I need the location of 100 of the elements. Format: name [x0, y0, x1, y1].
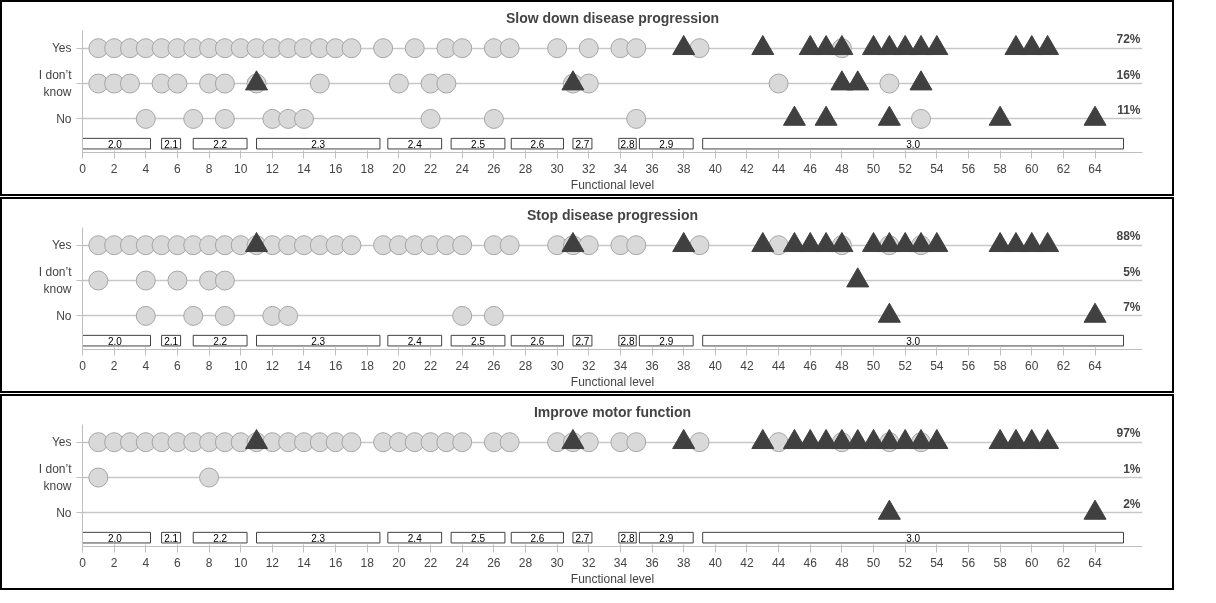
point [151, 38, 172, 59]
band-label: 2.4 [407, 138, 423, 150]
x-tick-label: 50 [866, 358, 881, 373]
band-label: 2.6 [530, 138, 545, 150]
x-tick-label: 34 [613, 161, 628, 176]
band-label: 2.8 [620, 138, 635, 150]
x-tick-label: 58 [993, 555, 1008, 570]
x-tick-label: 38 [677, 555, 691, 570]
point [578, 235, 599, 256]
point [483, 108, 504, 129]
x-tick-label: 58 [993, 161, 1008, 176]
y-tick-label: Yes [51, 238, 72, 253]
x-tick-label: 48 [835, 358, 849, 373]
x-tick-label: 14 [297, 358, 311, 373]
chart-title: Improve motor function [533, 403, 692, 420]
x-tick-label: 24 [455, 555, 470, 570]
point [167, 73, 188, 94]
point [309, 432, 330, 453]
point [119, 73, 140, 94]
x-tick-label: 2 [110, 555, 118, 570]
x-tick-label: 12 [265, 358, 280, 373]
band-label: 2.0 [107, 532, 123, 544]
y-tick-label: No [56, 111, 72, 126]
point [436, 73, 457, 94]
x-tick-label: 30 [550, 358, 565, 373]
x-tick-label: 0 [79, 555, 87, 570]
point [214, 38, 235, 59]
x-tick-label: 36 [645, 358, 660, 373]
band-label: 2.8 [620, 532, 635, 544]
point [452, 305, 473, 326]
band-label: 2.3 [311, 532, 326, 544]
x-tick-label: 28 [518, 161, 533, 176]
band-label: 2.2 [213, 138, 228, 150]
annotation: 11% [1117, 102, 1141, 117]
x-tick-label: 2 [110, 161, 118, 176]
x-tick-label: 48 [835, 555, 849, 570]
x-tick-label: 42 [740, 358, 754, 373]
point [341, 235, 362, 256]
x-tick-label: 20 [392, 161, 406, 176]
x-tick-label: 50 [866, 161, 881, 176]
x-tick-label: 54 [930, 555, 944, 570]
point [183, 305, 204, 326]
band-label: 2.7 [575, 532, 590, 544]
band-label: 2.2 [213, 335, 228, 347]
point [452, 38, 473, 59]
point [135, 108, 156, 129]
x-tick-label: 56 [961, 555, 976, 570]
x-tick-label: 52 [898, 555, 913, 570]
band-label: 2.9 [659, 532, 674, 544]
y-tick-label: Yes [51, 41, 72, 56]
x-tick-label: 42 [740, 161, 754, 176]
x-tick-label: 58 [993, 358, 1008, 373]
point [499, 38, 520, 59]
chart-title: Stop disease progression [526, 206, 699, 223]
y-tick-label: No [56, 505, 72, 520]
x-tick-label: 16 [328, 161, 343, 176]
point [293, 108, 314, 129]
x-tick-label: 42 [740, 555, 754, 570]
point [626, 432, 647, 453]
point [135, 432, 156, 453]
x-tick-label: 24 [455, 358, 470, 373]
x-tick-label: 4 [142, 358, 150, 373]
point [135, 235, 156, 256]
point [689, 235, 710, 256]
point [768, 73, 789, 94]
annotation: 16% [1116, 67, 1141, 82]
point [499, 432, 520, 453]
point [420, 108, 441, 129]
x-tick-label: 30 [550, 555, 565, 570]
annotation: 88% [1116, 229, 1141, 244]
point [499, 235, 520, 256]
x-tick-label: 16 [328, 358, 343, 373]
band-label: 3.0 [906, 138, 921, 150]
x-tick-label: 34 [613, 555, 628, 570]
x-tick-label: 14 [297, 161, 311, 176]
point [610, 38, 631, 59]
x-tick-label: 44 [771, 358, 786, 373]
x-tick-label: 50 [866, 555, 881, 570]
point [293, 38, 314, 59]
x-tick-label: 22 [423, 555, 438, 570]
band-label: 2.6 [530, 335, 545, 347]
point [246, 38, 267, 59]
x-tick-label: 0 [79, 358, 87, 373]
point [309, 38, 330, 59]
point [1083, 499, 1107, 520]
x-tick-label: 48 [835, 161, 849, 176]
annotation: 5% [1123, 264, 1141, 279]
annotation: 7% [1123, 299, 1141, 314]
point [341, 432, 362, 453]
point [483, 235, 504, 256]
point [151, 432, 172, 453]
x-tick-label: 56 [961, 358, 976, 373]
point [483, 38, 504, 59]
x-tick-label: 38 [677, 161, 691, 176]
x-tick-label: 24 [455, 161, 470, 176]
x-tick-label: 44 [771, 555, 786, 570]
x-tick-label: 64 [1088, 358, 1103, 373]
point [452, 235, 473, 256]
point [483, 305, 504, 326]
y-tick-label: I don’t know [38, 265, 73, 296]
